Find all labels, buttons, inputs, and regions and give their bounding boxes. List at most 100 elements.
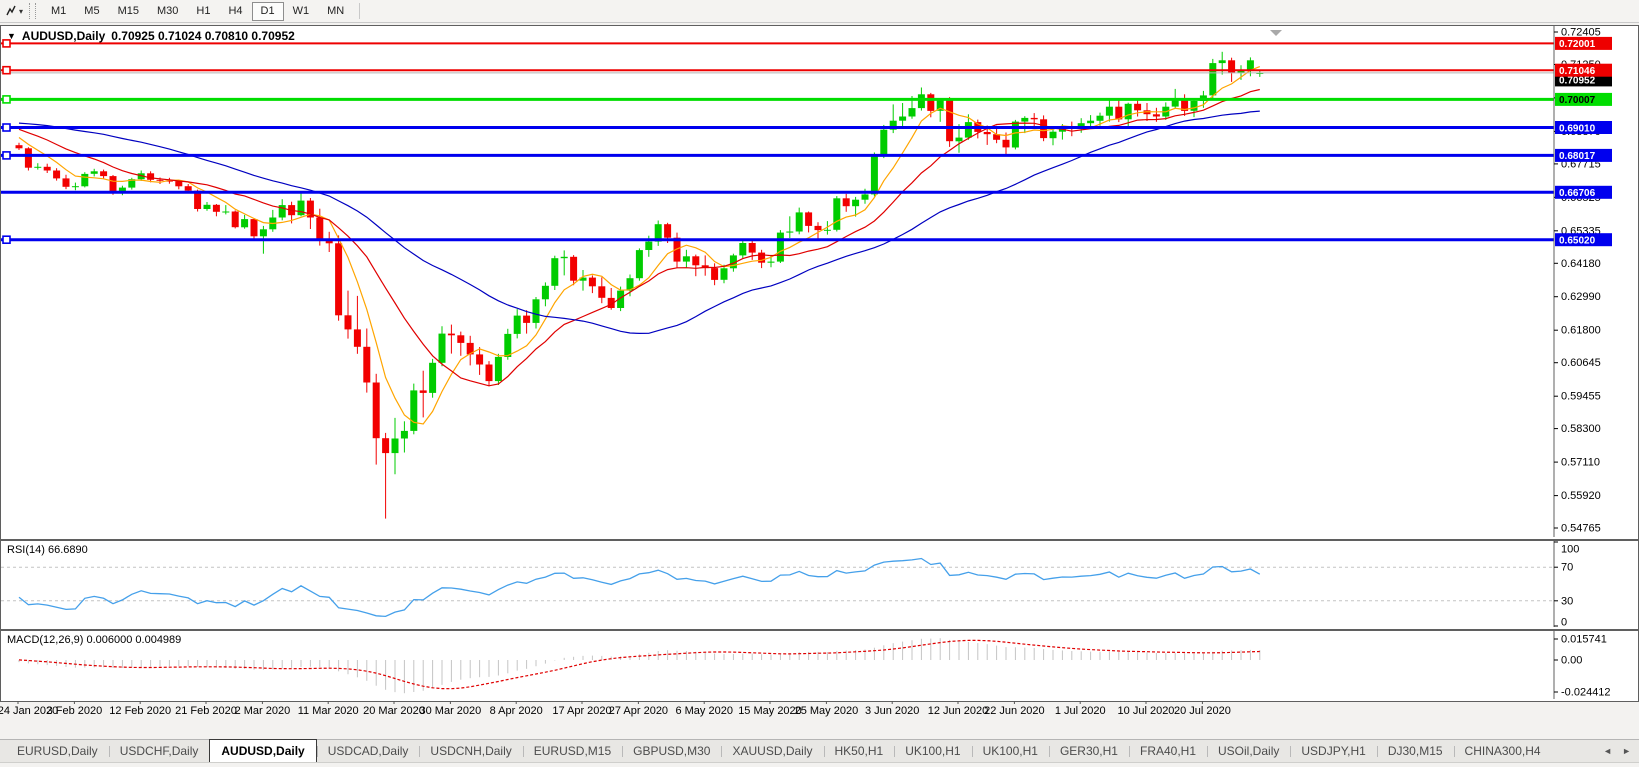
hline-anchor-0.68017[interactable] <box>2 151 11 160</box>
candle-body <box>748 243 756 253</box>
candle-body <box>184 186 192 191</box>
candle-body <box>382 438 390 454</box>
time-tick-label: 12 Feb 2020 <box>109 705 171 717</box>
candle-body <box>1152 114 1160 117</box>
candle-body <box>1021 117 1029 122</box>
chart-shift-marker-icon[interactable] <box>1270 30 1282 36</box>
candle-body <box>1002 139 1010 148</box>
chart-tab-usdcnh-daily[interactable]: USDCNH,Daily <box>419 741 522 762</box>
timeframe-button-m30[interactable]: M30 <box>156 4 179 17</box>
chart-tab-audusd-daily[interactable]: AUDUSD,Daily <box>209 739 317 762</box>
macd-signal-line <box>18 639 1260 690</box>
chart-tab-xauusd-daily[interactable]: XAUUSD,Daily <box>721 741 823 762</box>
price-label-0.72001: 0.72001 <box>1559 39 1596 50</box>
candle-body <box>1218 60 1226 64</box>
macd-label: MACD(12,26,9) 0.006000 0.004989 <box>7 634 182 646</box>
chart-tab-dj30-m15[interactable]: DJ30,M15 <box>1376 741 1454 762</box>
candle-body <box>457 335 465 343</box>
price-chart-panel[interactable]: 0.724050.712500.700600.688700.677150.665… <box>0 25 1639 540</box>
macd-panel[interactable]: 0.015741 0.00 -0.024412 MACD(12,26,9) 0.00… <box>0 630 1639 702</box>
candle-body <box>241 219 249 228</box>
chart-tab-uk100-h1[interactable]: UK100,H1 <box>894 741 971 762</box>
price-tick-label: 0.62990 <box>1561 291 1601 303</box>
candle-body <box>833 198 841 230</box>
chart-tab-usoil-daily[interactable]: USOil,Daily <box>1207 741 1290 762</box>
chart-tab-eurusd-daily[interactable]: EURUSD,Daily <box>17 744 98 758</box>
candle-body <box>1134 103 1142 111</box>
chart-tabs: EURUSD,Daily USDCHF,Daily AUDUSD,Daily USDC… <box>0 739 1552 762</box>
candle-body <box>692 256 700 266</box>
hline-anchor-0.69010[interactable] <box>2 123 11 132</box>
chart-tab-fra40-h1[interactable]: FRA40,H1 <box>1128 741 1207 762</box>
candle-body <box>899 116 907 121</box>
time-tick-label: 22 Jun 2020 <box>984 705 1045 717</box>
timeframe-button-h4[interactable]: H4 <box>228 4 243 17</box>
candle-body <box>353 329 361 347</box>
timeframe-button-m15[interactable]: M15 <box>117 4 139 17</box>
timeframe-button-m5[interactable]: M5 <box>84 4 100 17</box>
candle-body <box>466 342 474 355</box>
price-label-0.68017-bg <box>1555 148 1612 162</box>
chart-cursor-glyph <box>6 5 16 16</box>
chart-cursor-icon[interactable] <box>3 3 19 19</box>
chart-tab-hk50-h1[interactable]: HK50,H1 <box>823 741 895 762</box>
hline-anchor-0.72001[interactable] <box>2 39 11 48</box>
toolbar: ▾ M1 M5 M15 M30 H1 H4 D1 W1 MN <box>0 0 1639 23</box>
candle-body <box>1030 117 1038 120</box>
candle-body <box>551 258 559 286</box>
chart-tab-gbpusd-m30[interactable]: GBPUSD,M30 <box>622 741 721 762</box>
rsi-panel[interactable]: 100 70 30 0 RSI(14) 66.6890 <box>0 540 1639 630</box>
candle-body <box>494 356 502 382</box>
time-tick-label: 1 Jul 2020 <box>1055 705 1106 717</box>
chart-tab-eurusd-m15[interactable]: EURUSD,M15 <box>522 741 622 762</box>
candle-body <box>870 156 878 195</box>
chart-tab-uk100-h1[interactable]: UK100,H1 <box>971 741 1049 762</box>
candle-body <box>908 108 916 117</box>
tab-scroll-right-icon[interactable]: ► <box>1622 746 1631 756</box>
chart-tab-usdjpy-h1[interactable]: USDJPY,H1 <box>1290 741 1376 762</box>
ma-slow-line <box>18 110 1260 335</box>
candle-body <box>504 333 512 357</box>
candle-body <box>786 231 794 233</box>
macd-chart[interactable]: 0.015741 0.00 -0.024412 <box>1 631 1638 699</box>
time-tick-label: 3 Feb 2020 <box>47 705 103 717</box>
chart-tab-ger30-h1[interactable]: GER30,H1 <box>1048 741 1129 762</box>
rsi-chart[interactable]: 100 70 30 0 <box>1 541 1638 627</box>
candle-body <box>400 430 408 439</box>
price-label-0.65020-bg <box>1555 233 1612 247</box>
time-tick-label: 12 Jun 2020 <box>928 705 989 717</box>
candle-body <box>165 180 173 182</box>
window-menu-icon[interactable]: ▼ <box>7 31 16 41</box>
chart-tab-usdchf-daily[interactable]: USDCHF,Daily <box>108 741 210 762</box>
timeframe-button-mn[interactable]: MN <box>327 4 345 17</box>
candle-body <box>222 211 230 213</box>
timeframe-button-d1[interactable]: D1 <box>251 1 284 21</box>
timeframe-button-h1[interactable]: H1 <box>196 4 211 17</box>
chart-tab-china300-h4[interactable]: CHINA300,H4 <box>1453 741 1552 762</box>
candle-body <box>1228 60 1236 73</box>
tab-scroll-left-icon[interactable]: ◄ <box>1603 746 1613 756</box>
hline-anchor-0.71046[interactable] <box>2 65 11 75</box>
candle-body <box>118 187 126 193</box>
chart-tab-usdcad-daily[interactable]: USDCAD,Daily <box>316 741 420 762</box>
candle-body <box>344 315 352 330</box>
time-tick-label: 20 Mar 2020 <box>363 705 425 717</box>
price-chart[interactable]: 0.724050.712500.700600.688700.677150.665… <box>1 26 1638 537</box>
timeframe-button-w1[interactable]: W1 <box>292 4 310 17</box>
candle-body <box>720 268 728 280</box>
candle-body <box>1171 98 1179 107</box>
candle-body <box>316 217 324 240</box>
toolbar-separator <box>359 3 361 19</box>
dropdown-arrow-icon[interactable]: ▾ <box>19 6 24 16</box>
candle-body <box>15 145 23 149</box>
candle-body <box>993 134 1001 140</box>
candle-body <box>598 286 606 298</box>
hline-anchor-0.70007[interactable] <box>2 95 11 104</box>
candle-body <box>682 256 690 262</box>
candle-body <box>259 229 267 237</box>
candle-body <box>1237 70 1245 73</box>
price-tick-label: 0.58300 <box>1561 423 1601 435</box>
hline-anchor-0.65020[interactable] <box>2 235 11 244</box>
time-tick-label: 20 Jul 2020 <box>1174 705 1231 717</box>
timeframe-button-m1[interactable]: M1 <box>51 4 67 17</box>
